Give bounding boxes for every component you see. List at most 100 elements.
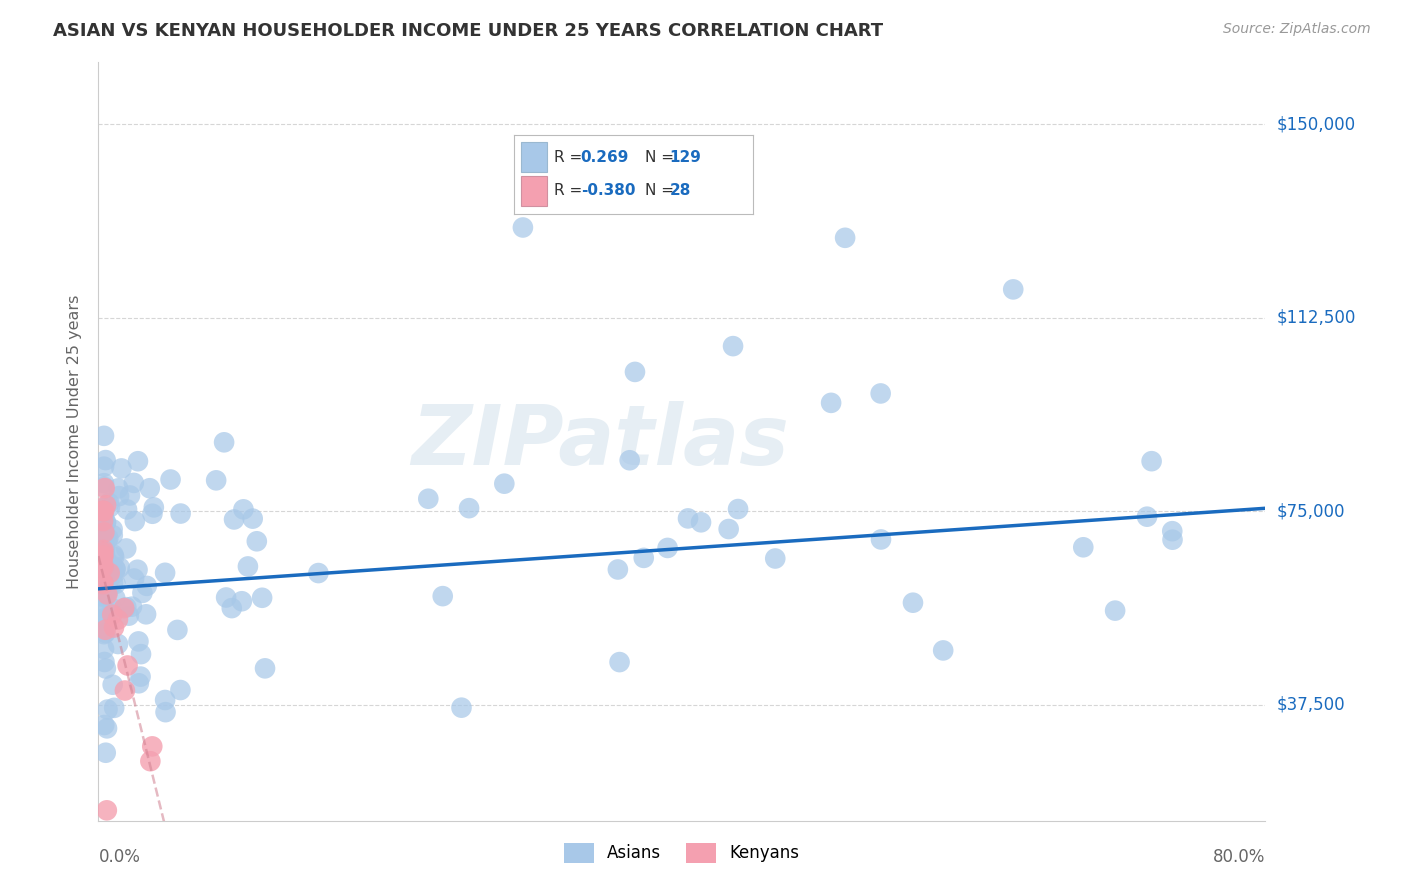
- Point: [159, 473, 181, 487]
- Point: [141, 507, 163, 521]
- Point: [1140, 454, 1163, 468]
- Point: [901, 596, 924, 610]
- Point: [94, 527, 117, 541]
- Point: [91, 577, 114, 591]
- Point: [108, 489, 131, 503]
- Point: [97, 582, 120, 596]
- Point: [104, 562, 127, 576]
- Point: [96, 722, 118, 736]
- Point: [93, 614, 115, 628]
- Point: [103, 621, 125, 635]
- Point: [150, 839, 173, 854]
- Point: [131, 586, 153, 600]
- Point: [91, 561, 114, 575]
- Point: [94, 623, 117, 637]
- Point: [101, 528, 124, 542]
- Point: [93, 540, 115, 554]
- Bar: [520, 143, 547, 172]
- Point: [93, 481, 115, 495]
- Point: [97, 585, 120, 599]
- Point: [165, 839, 187, 854]
- Point: [127, 563, 149, 577]
- Point: [103, 548, 125, 562]
- Point: [1104, 604, 1126, 618]
- Point: [609, 655, 631, 669]
- Point: [94, 498, 117, 512]
- Point: [124, 514, 146, 528]
- Point: [1136, 509, 1159, 524]
- Point: [112, 601, 135, 615]
- Point: [122, 475, 145, 490]
- Text: Source: ZipAtlas.com: Source: ZipAtlas.com: [1223, 22, 1371, 37]
- Point: [93, 600, 115, 615]
- Point: [139, 754, 162, 768]
- Point: [494, 476, 516, 491]
- Bar: [520, 176, 547, 205]
- Point: [93, 500, 115, 515]
- Point: [93, 480, 115, 494]
- Point: [246, 534, 269, 549]
- Point: [93, 591, 115, 605]
- Point: [91, 514, 114, 528]
- Point: [619, 453, 641, 467]
- Point: [94, 516, 117, 530]
- Point: [91, 558, 114, 572]
- Point: [93, 641, 115, 656]
- Point: [717, 522, 740, 536]
- Point: [231, 594, 253, 608]
- Point: [128, 676, 150, 690]
- Point: [104, 577, 127, 591]
- Text: ZIPatlas: ZIPatlas: [412, 401, 789, 482]
- Point: [101, 678, 124, 692]
- Point: [94, 661, 117, 675]
- Point: [93, 561, 115, 575]
- Point: [820, 396, 842, 410]
- Point: [91, 504, 114, 518]
- Point: [253, 661, 276, 675]
- Point: [633, 550, 655, 565]
- Point: [110, 461, 132, 475]
- Point: [122, 572, 145, 586]
- Point: [115, 502, 138, 516]
- Text: N =: N =: [645, 184, 679, 199]
- Point: [103, 701, 125, 715]
- Text: 28: 28: [669, 184, 690, 199]
- Point: [101, 560, 124, 574]
- Text: 0.0%: 0.0%: [98, 848, 141, 866]
- Point: [93, 510, 115, 524]
- Text: $150,000: $150,000: [1277, 115, 1355, 133]
- Point: [107, 613, 129, 627]
- Y-axis label: Householder Income Under 25 years: Householder Income Under 25 years: [67, 294, 83, 589]
- Point: [763, 551, 786, 566]
- Point: [458, 501, 481, 516]
- Point: [93, 504, 115, 518]
- Point: [94, 453, 117, 467]
- Point: [606, 562, 628, 576]
- Point: [155, 705, 177, 719]
- Point: [834, 231, 856, 245]
- Point: [96, 534, 118, 549]
- Point: [162, 839, 184, 854]
- Point: [676, 511, 699, 525]
- Point: [93, 558, 115, 573]
- Point: [96, 587, 118, 601]
- Point: [107, 482, 129, 496]
- Point: [1161, 524, 1184, 539]
- Point: [118, 608, 141, 623]
- Point: [232, 502, 254, 516]
- Point: [101, 576, 124, 591]
- Point: [721, 339, 744, 353]
- Point: [242, 511, 264, 525]
- Point: [142, 500, 165, 515]
- Point: [215, 591, 238, 605]
- Point: [121, 599, 143, 614]
- Point: [169, 683, 191, 698]
- Point: [94, 554, 117, 568]
- Text: 0.269: 0.269: [581, 150, 628, 165]
- Point: [129, 670, 152, 684]
- Point: [129, 647, 152, 661]
- Point: [162, 839, 184, 854]
- Point: [96, 803, 118, 817]
- Point: [222, 512, 245, 526]
- Point: [91, 504, 114, 518]
